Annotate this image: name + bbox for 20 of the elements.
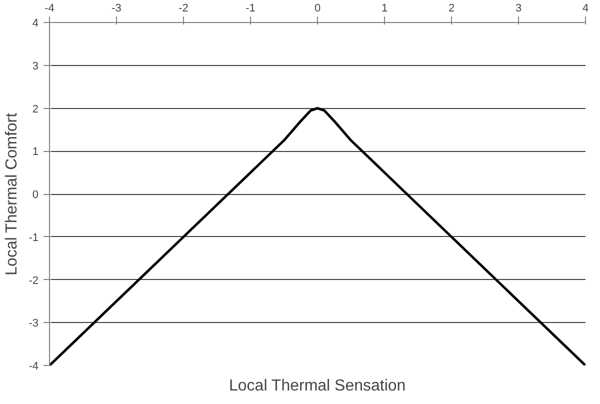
y-tick-label: -1	[28, 232, 38, 244]
y-tick-label: -2	[28, 274, 38, 287]
y-tick-label: 0	[32, 189, 39, 201]
y-tick-label: -3	[28, 318, 38, 330]
x-tick-label: 1	[381, 2, 388, 14]
x-axis-title: Local Thermal Sensation	[229, 378, 406, 394]
x-tick-label: -3	[112, 2, 122, 14]
y-tick-label: 3	[32, 60, 39, 72]
x-tick-label: -1	[246, 2, 256, 14]
y-axis-title: Local Thermal Comfort	[4, 112, 21, 276]
y-tick-label: -4	[28, 360, 38, 372]
y-tick-label: 2	[32, 103, 39, 116]
y-tick-label: 4	[32, 18, 39, 30]
x-tick-label: -2	[178, 2, 188, 14]
x-tick-label: 2	[448, 2, 455, 14]
x-tick-label: 3	[515, 2, 522, 14]
x-tick-label: 4	[582, 2, 589, 14]
x-tick-label: 0	[314, 2, 321, 14]
y-tick-label: 1	[32, 146, 39, 158]
x-tick-label: -4	[44, 2, 54, 14]
